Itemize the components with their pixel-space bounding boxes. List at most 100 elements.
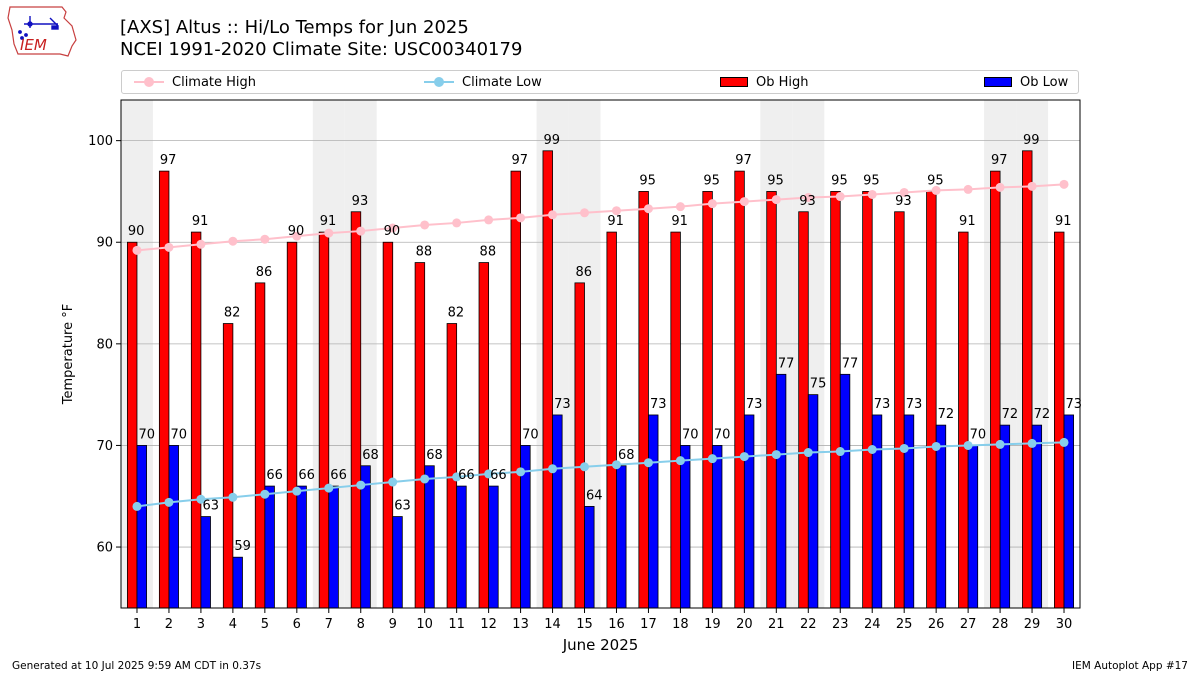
ob-high-label-6: 90 [288,224,305,239]
ob-high-bar-22 [798,211,809,609]
x-tick-label-20: 20 [736,617,753,632]
ob-high-bar-16 [606,231,617,609]
climate-low-point-27 [963,440,973,450]
climate-low-point-22 [803,448,813,458]
plot-frame [120,99,1081,609]
ob-low-bar-26 [935,424,947,609]
ob-low-label-26: 72 [938,407,955,422]
y-tick-label-100: 100 [88,134,113,149]
iem-logo: IEM [7,6,77,57]
x-tick-label-19: 19 [704,617,721,632]
ob-low-label-28: 72 [1002,407,1019,422]
climate-high-point-26 [931,185,941,195]
ob-high-label-24: 95 [863,173,880,188]
climate-low-point-10 [420,474,430,484]
ob-high-label-20: 97 [735,153,752,168]
x-tick-label-13: 13 [512,617,529,632]
climate-low-point-8 [356,480,366,490]
climate-low-point-25 [899,443,909,453]
climate-high-point-22 [803,193,813,203]
ob-low-label-21: 77 [778,356,795,371]
climate-low-point-12 [484,469,494,479]
y-tick-label-90: 90 [96,236,113,251]
x-tick-label-4: 4 [229,617,237,632]
climate-high-point-3 [196,239,206,249]
ob-low-label-14: 73 [554,397,571,412]
climate-high-point-1 [132,245,142,255]
ob-high-bar-8 [350,211,362,609]
ob-high-label-18: 91 [671,214,688,229]
ob-high-label-29: 99 [1023,133,1040,148]
ob-high-bar-5 [254,282,266,609]
app-credit: IEM Autoplot App #17 [1072,660,1188,672]
climate-high-point-16 [611,206,621,216]
climate-low-point-7 [324,483,334,493]
ob-low-bar-16 [616,465,627,609]
ob-low-swatch [984,77,1012,87]
climate-low-point-1 [132,501,142,511]
ob-high-bar-15 [574,282,585,609]
ob-low-bar-2 [168,445,179,609]
climate-low-point-11 [452,472,462,482]
y-tick-label-60: 60 [96,541,113,556]
chart-subtitle: NCEI 1991-2020 Climate Site: USC00340179 [120,39,523,60]
ob-high-swatch [720,77,748,87]
ob-low-label-8: 68 [362,448,379,463]
ob-high-label-12: 88 [480,245,497,260]
ob-low-label-2: 70 [170,427,187,442]
ob-high-bar-4 [222,323,234,609]
ob-high-bar-12 [478,262,490,609]
climate-high-point-20 [739,197,749,207]
climate-high-point-13 [516,213,526,223]
ob-low-bar-29 [1031,424,1043,609]
ob-high-label-26: 95 [927,173,944,188]
ob-high-label-3: 91 [192,214,209,229]
legend: Climate High Climate Low Ob High Ob Low [121,70,1079,94]
ob-high-label-5: 86 [256,265,273,280]
climate-low-point-29 [1027,438,1037,448]
climate-low-point-3 [196,494,206,504]
climate-low-point-20 [739,452,749,462]
x-axis-label: June 2025 [562,636,639,654]
ob-high-bar-18 [670,231,681,609]
climate-high-point-21 [771,195,781,205]
ob-low-label-27: 70 [970,427,987,442]
climate-low-point-17 [643,458,653,468]
climate-high-point-23 [835,192,845,202]
ob-high-bar-13 [510,170,521,609]
x-tick-label-8: 8 [357,617,365,632]
ob-high-bar-26 [926,191,937,609]
x-tick-label-30: 30 [1056,617,1073,632]
y-axis-label: Temperature °F [61,304,76,405]
climate-high-point-29 [1027,181,1037,191]
ob-low-label-1: 70 [139,427,156,442]
climate-high-point-24 [867,189,877,199]
ob-low-bar-20 [743,414,755,609]
ob-low-bar-27 [967,445,979,609]
x-tick-label-6: 6 [293,617,301,632]
ob-high-label-4: 82 [224,306,241,321]
ob-low-bar-24 [871,414,883,609]
x-tick-label-29: 29 [1024,617,1041,632]
x-tick-label-5: 5 [261,617,269,632]
ob-low-label-15: 64 [586,488,603,503]
x-tick-label-25: 25 [896,617,913,632]
ob-high-bar-1 [126,241,138,609]
ob-high-label-21: 95 [767,173,784,188]
ob-low-bar-11 [456,485,467,609]
ob-high-label-9: 90 [384,224,401,239]
ob-low-bar-22 [807,394,819,609]
ob-high-bar-19 [702,191,713,609]
x-tick-label-21: 21 [768,617,785,632]
climate-high-point-6 [292,231,302,241]
ob-low-bar-7 [328,485,339,609]
x-tick-label-28: 28 [992,617,1009,632]
climate-low-point-21 [771,450,781,460]
climate-high-point-27 [963,184,973,194]
ob-low-label-20: 73 [746,397,763,412]
climate-high-point-11 [452,218,462,228]
climate-high-point-9 [388,223,398,233]
climate-low-point-4 [228,492,238,502]
ob-low-bar-5 [264,485,275,609]
legend-label-climate-high: Climate High [172,74,257,90]
